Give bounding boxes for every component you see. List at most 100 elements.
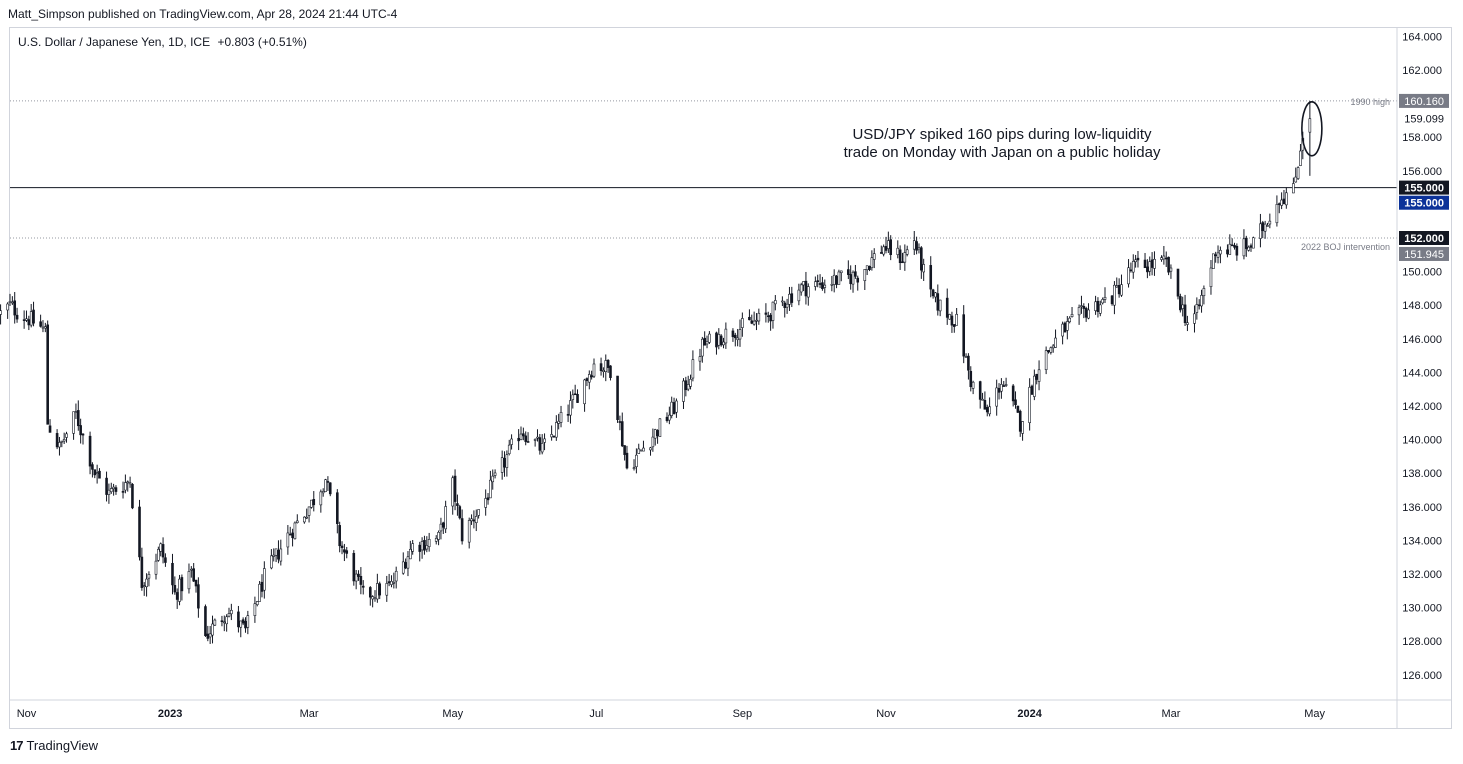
candle-body bbox=[1169, 267, 1173, 272]
candle-body bbox=[303, 516, 306, 523]
candle bbox=[1136, 251, 1140, 268]
candle bbox=[1115, 277, 1119, 288]
candle-body bbox=[171, 562, 174, 586]
candle bbox=[404, 558, 407, 570]
candle bbox=[675, 398, 678, 418]
candle-body bbox=[552, 435, 556, 438]
candle bbox=[394, 566, 398, 589]
candle bbox=[1249, 243, 1253, 252]
candle bbox=[357, 570, 360, 581]
candle bbox=[500, 450, 504, 480]
candle-body bbox=[48, 425, 52, 433]
candle-body bbox=[180, 577, 184, 592]
candle-body bbox=[1263, 223, 1267, 232]
candle-body bbox=[157, 549, 160, 561]
candle-body bbox=[107, 489, 111, 495]
candle-body bbox=[703, 337, 706, 346]
candle-body bbox=[969, 370, 973, 388]
candle bbox=[427, 532, 431, 552]
candle bbox=[748, 309, 751, 321]
candle bbox=[76, 400, 80, 431]
candle-body bbox=[1004, 384, 1008, 386]
candle-body bbox=[872, 253, 876, 260]
candle bbox=[222, 615, 226, 632]
candle-body bbox=[390, 581, 393, 585]
axes: 126.000 128.000 130.000 132.000 134.000 136.0… bbox=[10, 28, 1452, 728]
candle bbox=[239, 620, 243, 638]
candle-body bbox=[936, 293, 940, 311]
candle-body bbox=[797, 289, 801, 302]
candle-body bbox=[1084, 308, 1088, 318]
candle-body bbox=[418, 544, 422, 552]
y-tick-label: 146.000 bbox=[1402, 334, 1442, 346]
candle-body bbox=[6, 303, 9, 311]
candle bbox=[458, 504, 462, 520]
candle-body bbox=[1277, 203, 1281, 205]
y-tick-label: 134.000 bbox=[1402, 535, 1442, 547]
candle bbox=[602, 367, 605, 378]
candle-body bbox=[121, 491, 125, 493]
candle-body bbox=[1110, 295, 1114, 305]
candle bbox=[573, 384, 577, 396]
candle bbox=[25, 310, 28, 323]
candle bbox=[190, 566, 193, 578]
candle-body bbox=[373, 597, 377, 600]
candle bbox=[312, 491, 316, 512]
candle bbox=[227, 607, 231, 618]
candle-body bbox=[821, 282, 824, 290]
candle-body bbox=[1136, 257, 1140, 261]
candle-body bbox=[178, 578, 181, 602]
candle-body bbox=[1134, 259, 1137, 263]
candle-body bbox=[274, 548, 278, 556]
annotation: USD/JPY spiked 160 pips during low-liqui… bbox=[844, 101, 1323, 161]
candle bbox=[1230, 238, 1234, 247]
candle bbox=[788, 286, 791, 311]
candle-body bbox=[559, 412, 563, 423]
candle bbox=[411, 540, 414, 555]
candle-body bbox=[1249, 245, 1253, 248]
price-badge-value: 151.945 bbox=[1404, 249, 1444, 261]
candle-body bbox=[1120, 284, 1123, 296]
candle bbox=[6, 302, 9, 319]
candle-body bbox=[258, 583, 261, 602]
symbol-change: +0.803 (+0.51%) bbox=[217, 35, 307, 49]
candle bbox=[1219, 246, 1222, 264]
candle-body bbox=[717, 334, 721, 346]
candle bbox=[154, 553, 158, 580]
candle bbox=[571, 389, 575, 409]
candle-body bbox=[409, 548, 412, 560]
candle-body bbox=[988, 406, 991, 415]
candle bbox=[1244, 235, 1248, 257]
candle bbox=[507, 439, 511, 456]
candle bbox=[950, 311, 954, 333]
candle-body bbox=[889, 239, 893, 255]
candle bbox=[569, 391, 572, 424]
candle-body bbox=[1193, 313, 1196, 324]
candle-body bbox=[1044, 350, 1048, 370]
candle-body bbox=[220, 620, 224, 623]
candle bbox=[536, 429, 539, 442]
candle bbox=[157, 546, 160, 562]
candle bbox=[279, 539, 283, 566]
candle bbox=[161, 537, 165, 564]
candle bbox=[1181, 296, 1185, 317]
candle-body bbox=[802, 281, 805, 286]
candle bbox=[691, 350, 695, 382]
tradingview-logo[interactable]: 17 TradingView bbox=[10, 738, 98, 753]
candle bbox=[983, 391, 987, 410]
candle bbox=[91, 462, 94, 478]
x-tick-label: 2023 bbox=[158, 708, 182, 720]
candle-body bbox=[194, 579, 198, 587]
candle-body bbox=[1087, 309, 1090, 319]
candle-body bbox=[425, 545, 429, 550]
candle bbox=[1063, 321, 1067, 333]
candle bbox=[583, 378, 586, 412]
candle bbox=[107, 483, 111, 504]
candle bbox=[319, 489, 323, 513]
candle-body bbox=[788, 293, 791, 305]
candle-body bbox=[444, 506, 447, 530]
candle bbox=[204, 604, 207, 637]
candle bbox=[55, 429, 59, 450]
candle bbox=[128, 476, 132, 488]
